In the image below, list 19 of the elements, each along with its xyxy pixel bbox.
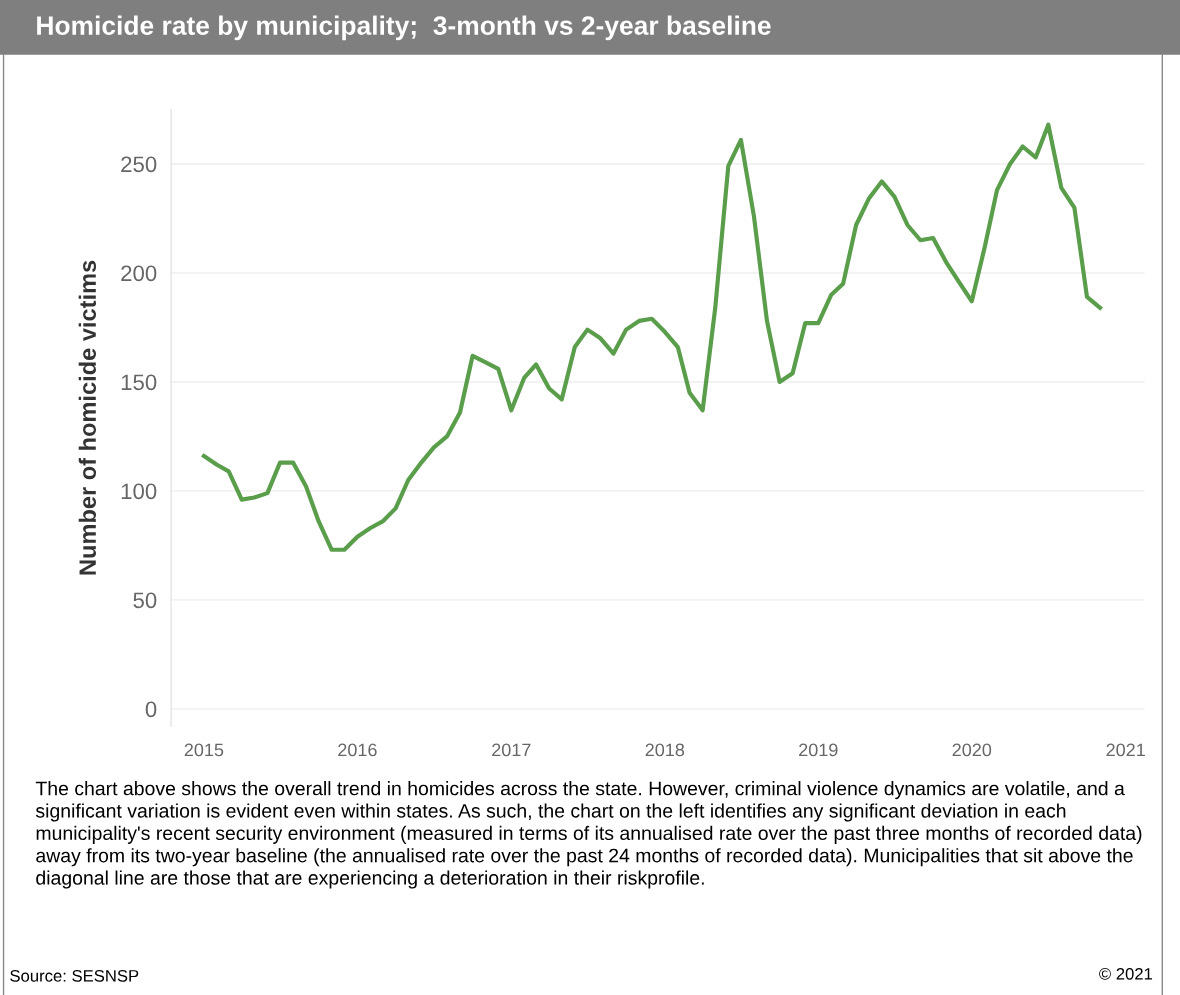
x-tick-label: 2019 <box>799 743 838 757</box>
x-tick-label: 2017 <box>492 743 531 757</box>
x-tick-label: 2015 <box>184 743 224 757</box>
y-axis-title: Number of homicide victims <box>78 260 97 575</box>
text: The chart above shows the overall trend in homicides across the state. However, criminal violence dynamics are volatile, and a significant variation is evident even within states. As such, the chart on the left identifies any significant deviation in each municipality's recent security environment (measured in terms of its annualised rate over the past three months of recorded data) away from its two-year baseline (the annualised rate over the past 24 months of recorded data). Municipalities that sit above the diagonal line are those that are experiencing a deterioration in their riskprofile. <box>35 781 1142 889</box>
x-tick-label: 2021 <box>1106 743 1145 757</box>
y-tick-label: 200 <box>121 265 157 282</box>
line-series <box>201 122 1103 552</box>
y-tick-label: 50 <box>133 592 157 609</box>
y-tick-label: 250 <box>121 156 157 173</box>
x-tick-label: 2018 <box>645 743 685 757</box>
source-note: Source: SESNSP <box>10 969 139 982</box>
chart-title: Homicide rate by municipality; 3-month vs 2-year baseline <box>37 15 771 41</box>
text: © 2021 <box>1099 967 1153 980</box>
x-tick-label: 2016 <box>338 743 377 757</box>
y-tick-label: 100 <box>121 483 157 500</box>
x-tick-label: 2020 <box>952 743 992 757</box>
y-tick-label: 150 <box>121 374 157 391</box>
y-tick-label: 0 <box>145 701 157 718</box>
